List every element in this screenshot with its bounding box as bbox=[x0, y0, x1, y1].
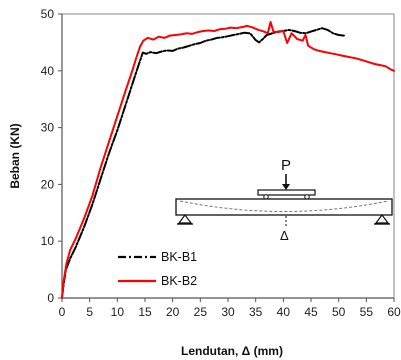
legend: BK-B1 BK-B2 bbox=[118, 250, 197, 288]
x-tick-label: 35 bbox=[249, 305, 263, 319]
x-axis-title: Lendutan, Δ (mm) bbox=[181, 344, 283, 358]
y-tick-label: 20 bbox=[41, 177, 55, 191]
y-axis-title: Beban (KN) bbox=[8, 123, 22, 188]
x-tick-label: 40 bbox=[277, 305, 291, 319]
x-tick-label: 55 bbox=[360, 305, 374, 319]
plot-marks: 0 5 10 15 20 25 30 35 40 45 50 55 60 0 10 20 30 40 50 bbox=[41, 7, 401, 319]
x-tick-label: 60 bbox=[387, 305, 401, 319]
support-left bbox=[177, 214, 193, 224]
x-tick-label: 50 bbox=[332, 305, 346, 319]
x-tick-label: 25 bbox=[194, 305, 208, 319]
x-tick-label: 5 bbox=[86, 305, 93, 319]
series-line-bk-b2 bbox=[61, 21, 395, 299]
x-tick-label: 30 bbox=[221, 305, 235, 319]
spreader-beam bbox=[257, 189, 316, 196]
x-tick-label: 20 bbox=[166, 305, 180, 319]
y-tick-label: 10 bbox=[41, 234, 55, 248]
y-tick-label: 0 bbox=[47, 291, 54, 305]
x-tick-label: 15 bbox=[138, 305, 152, 319]
y-tick-label: 30 bbox=[41, 121, 55, 135]
y-tick-label: 40 bbox=[41, 64, 55, 78]
beam-diagram: P Δ bbox=[175, 157, 393, 243]
support-right bbox=[374, 214, 390, 224]
x-tick-label: 10 bbox=[111, 305, 125, 319]
legend-label-bk-b2: BK-B2 bbox=[161, 274, 197, 288]
deflected-shape bbox=[179, 200, 389, 212]
x-tick-label: 0 bbox=[59, 305, 66, 319]
load-label: P bbox=[281, 157, 291, 174]
beam-body bbox=[175, 198, 393, 216]
deflection-label: Δ bbox=[280, 228, 289, 243]
series-line-bk-b1 bbox=[61, 27, 346, 299]
legend-label-bk-b1: BK-B1 bbox=[161, 250, 197, 264]
load-arrow-head bbox=[282, 184, 290, 190]
x-tick-label: 45 bbox=[304, 305, 318, 319]
y-tick-label: 50 bbox=[41, 7, 55, 21]
